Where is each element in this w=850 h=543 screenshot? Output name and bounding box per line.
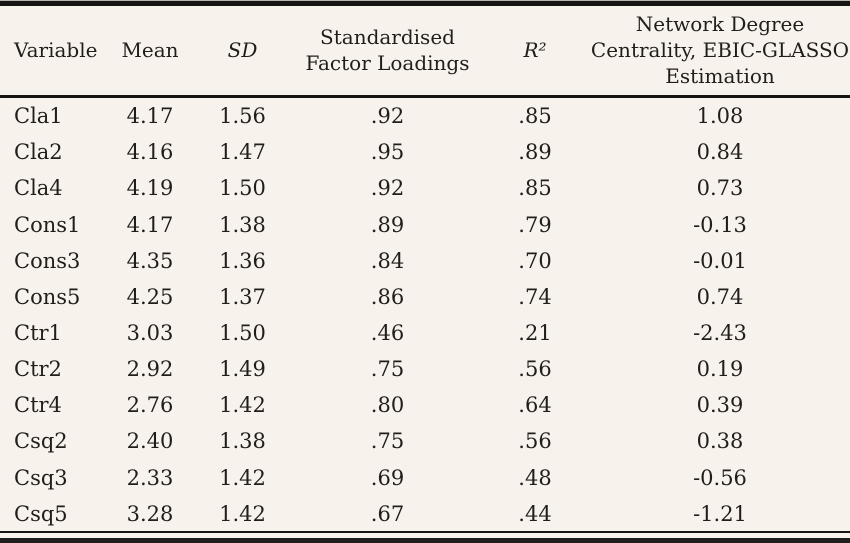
value-cell: .79	[518, 212, 552, 237]
table-row: Csq2 2.40 1.38 .75 .56 0.38	[0, 423, 850, 459]
value-cell: .85	[518, 176, 552, 201]
table-header: Variable Mean SD Standardised Factor Loa…	[0, 5, 850, 98]
value-cell: 1.42	[219, 393, 266, 418]
value-cell: 1.50	[219, 176, 266, 201]
value-cell: 2.40	[126, 429, 174, 454]
value-cell: .92	[370, 104, 405, 129]
value-cell: .44	[518, 501, 552, 526]
value-cell: .64	[518, 393, 552, 418]
variable-cell: Ctr4	[14, 393, 62, 418]
value-cell: 4.19	[126, 176, 174, 201]
value-cell: -0.13	[693, 212, 747, 237]
value-cell: 0.84	[696, 140, 744, 165]
value-cell: 0.39	[696, 393, 744, 418]
value-cell: .56	[518, 429, 552, 454]
column-header-variable: Variable	[14, 38, 98, 62]
value-cell: 1.36	[219, 248, 266, 273]
variable-cell: Cons3	[14, 248, 81, 273]
value-cell: .85	[518, 104, 552, 129]
variable-cell: Cla2	[14, 140, 63, 165]
value-cell: 0.38	[696, 429, 744, 454]
value-cell: .89	[370, 212, 405, 237]
value-cell: 1.42	[219, 501, 266, 526]
table-row: Ctr2 2.92 1.49 .75 .56 0.19	[0, 351, 850, 387]
header-separator-rule	[0, 95, 850, 98]
value-cell: 1.42	[219, 465, 266, 490]
variable-cell: Cla4	[14, 176, 63, 201]
value-cell: .56	[518, 357, 552, 382]
value-cell: .67	[370, 501, 405, 526]
value-cell: 1.50	[219, 321, 266, 346]
variable-cell: Csq5	[14, 501, 68, 526]
table-row: Cons3 4.35 1.36 .84 .70 -0.01	[0, 243, 850, 279]
value-cell: 1.38	[219, 212, 266, 237]
value-cell: .48	[518, 465, 552, 490]
value-cell: .95	[370, 140, 405, 165]
table-row: Cla2 4.16 1.47 .95 .89 0.84	[0, 134, 850, 170]
descriptives-table: Variable Mean SD Standardised Factor Loa…	[0, 5, 850, 532]
value-cell: 1.08	[696, 104, 744, 129]
value-cell: 2.92	[126, 357, 174, 382]
table-body: Cla1 4.17 1.56 .92 .85 1.08 Cla2 4.16 1.47 .95 .89…	[0, 98, 850, 532]
value-cell: 1.37	[219, 284, 266, 309]
value-cell: -0.01	[693, 248, 747, 273]
value-cell: .70	[518, 248, 552, 273]
variable-cell: Ctr2	[14, 357, 62, 382]
value-cell: 2.33	[126, 465, 174, 490]
value-cell: 4.35	[126, 248, 174, 273]
table-row: Cla4 4.19 1.50 .92 .85 0.73	[0, 170, 850, 206]
value-cell: 2.76	[126, 393, 174, 418]
value-cell: .86	[370, 284, 405, 309]
table-header-row: Variable Mean SD Standardised Factor Loa…	[0, 5, 850, 95]
value-cell: 4.17	[126, 212, 174, 237]
value-cell: .80	[370, 393, 405, 418]
value-cell: 1.56	[219, 104, 266, 129]
value-cell: -0.56	[693, 465, 747, 490]
variable-cell: Cla1	[14, 104, 63, 129]
table-row: Csq5 3.28 1.42 .67 .44 -1.21	[0, 496, 850, 532]
column-header-network-centrality: Network Degree Centrality, EBIC-GLASSO E…	[590, 12, 850, 88]
column-header-sd: SD	[227, 38, 258, 62]
variable-cell: Cons5	[14, 284, 81, 309]
value-cell: .75	[370, 357, 405, 382]
column-header-r-squared: R²	[523, 38, 547, 62]
table-row: Cla1 4.17 1.56 .92 .85 1.08	[0, 98, 850, 134]
value-cell: 3.28	[126, 501, 174, 526]
variable-cell: Ctr1	[14, 321, 62, 346]
variable-cell: Csq2	[14, 429, 68, 454]
value-cell: 3.03	[126, 321, 174, 346]
value-cell: .92	[370, 176, 405, 201]
value-cell: .69	[370, 465, 405, 490]
value-cell: 0.74	[696, 284, 744, 309]
bottom-thick-rule	[0, 538, 850, 543]
variable-cell: Cons1	[14, 212, 81, 237]
table-row: Csq3 2.33 1.42 .69 .48 -0.56	[0, 460, 850, 496]
value-cell: 4.17	[126, 104, 174, 129]
value-cell: .89	[518, 140, 552, 165]
value-cell: 1.38	[219, 429, 266, 454]
value-cell: 0.19	[696, 357, 744, 382]
column-header-factor-loadings: Standardised Factor Loadings	[305, 25, 470, 75]
table-row: Cons5 4.25 1.37 .86 .74 0.74	[0, 279, 850, 315]
value-cell: -1.21	[693, 501, 747, 526]
value-cell: -2.43	[693, 321, 747, 346]
variable-cell: Csq3	[14, 465, 68, 490]
value-cell: 1.47	[219, 140, 266, 165]
bottom-thin-rule	[0, 531, 850, 533]
value-cell: 4.25	[126, 284, 174, 309]
table-row: Cons1 4.17 1.38 .89 .79 -0.13	[0, 206, 850, 242]
value-cell: 0.73	[696, 176, 744, 201]
value-cell: .84	[370, 248, 405, 273]
value-cell: .46	[370, 321, 405, 346]
value-cell: .74	[518, 284, 552, 309]
column-header-mean: Mean	[121, 38, 179, 62]
value-cell: 1.49	[219, 357, 266, 382]
table-row: Ctr4 2.76 1.42 .80 .64 0.39	[0, 387, 850, 423]
table-top-rule	[0, 0, 850, 6]
table-row: Ctr1 3.03 1.50 .46 .21 -2.43	[0, 315, 850, 351]
value-cell: 4.16	[126, 140, 174, 165]
value-cell: .21	[518, 321, 552, 346]
value-cell: .75	[370, 429, 405, 454]
